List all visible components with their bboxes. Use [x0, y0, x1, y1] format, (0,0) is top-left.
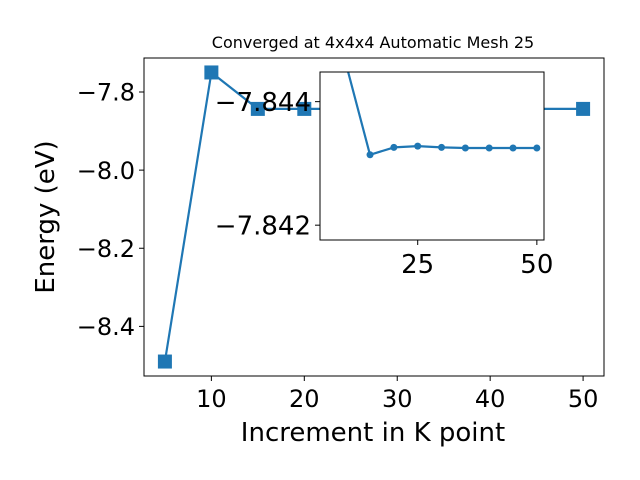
inset-data-point [390, 143, 398, 151]
x-axis-label: Increment in K point [241, 418, 505, 448]
main-x-tick-label: 50 [568, 385, 599, 413]
main-data-point [157, 354, 172, 369]
inset-data-point [366, 151, 374, 159]
inset-background [320, 72, 544, 240]
main-y-tick-label: −8.2 [77, 235, 135, 263]
main-ticks: 10 20 30 40 50 −7.8 −8.0 −8.2 −8.4 [77, 79, 599, 413]
inset-data-point [438, 143, 446, 151]
inset-plot-frame [319, 71, 545, 241]
y-axis-label: Energy (eV) [31, 140, 61, 293]
main-data-point [250, 101, 265, 116]
inset-y-tick-label: −7.842 [215, 212, 311, 242]
inset-x-tick-label: 50 [520, 250, 553, 280]
main-x-tick-label: 30 [382, 385, 413, 413]
inset-series [347, 72, 541, 159]
main-x-tick-label: 20 [289, 385, 320, 413]
main-x-tick-label: 40 [475, 385, 506, 413]
main-x-tick-label: 10 [196, 385, 227, 413]
inset-data-point [414, 142, 422, 150]
inset-ticks: 25 50 −7.844 −7.842 [215, 88, 554, 280]
main-data-point [576, 101, 591, 116]
inset-data-point [485, 144, 493, 152]
main-y-tick-label: −8.4 [77, 313, 135, 341]
inset-data-point [533, 144, 541, 152]
inset-data-point [461, 144, 469, 152]
main-data-point [204, 65, 219, 80]
main-data-point [297, 101, 312, 116]
main-y-tick-label: −7.8 [77, 79, 135, 107]
main-y-tick-label: −8.0 [77, 157, 135, 185]
inset-y-tick-label: −7.844 [215, 88, 311, 118]
inset-chart: 25 50 −7.844 −7.842 [215, 71, 554, 280]
inset-x-tick-label: 25 [401, 250, 434, 280]
inset-data-point [509, 144, 517, 152]
main-plot-frame [143, 57, 605, 377]
chart-title: Converged at 4x4x4 Automatic Mesh 25 [212, 33, 534, 52]
